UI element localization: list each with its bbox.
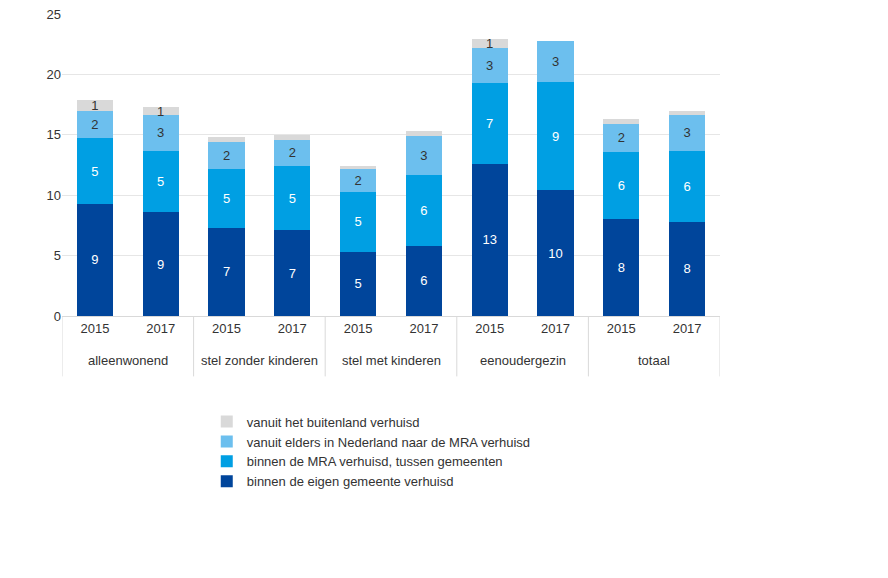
svg-text:6: 6 <box>420 203 427 218</box>
svg-text:5: 5 <box>157 174 164 189</box>
svg-text:totaal: totaal <box>638 353 670 368</box>
svg-text:9: 9 <box>91 252 98 267</box>
svg-text:6: 6 <box>420 273 427 288</box>
svg-text:3: 3 <box>486 58 493 73</box>
svg-text:3: 3 <box>683 125 690 140</box>
svg-text:8: 8 <box>618 260 625 275</box>
svg-text:10: 10 <box>47 188 61 203</box>
svg-text:0: 0 <box>54 309 61 324</box>
svg-text:2017: 2017 <box>146 321 175 336</box>
svg-text:20: 20 <box>47 67 61 82</box>
svg-text:2015: 2015 <box>475 321 504 336</box>
svg-text:5: 5 <box>91 164 98 179</box>
svg-text:5: 5 <box>354 214 361 229</box>
svg-text:2017: 2017 <box>278 321 307 336</box>
svg-text:vanuit elders in Nederland naa: vanuit elders in Nederland naar de MRA v… <box>247 435 530 450</box>
svg-text:binnen de MRA verhuisd, tussen: binnen de MRA verhuisd, tussen gemeenten <box>247 454 503 469</box>
svg-text:stel zonder kinderen: stel zonder kinderen <box>201 353 318 368</box>
svg-text:1: 1 <box>486 36 493 51</box>
svg-text:7: 7 <box>486 116 493 131</box>
svg-text:7: 7 <box>289 266 296 281</box>
svg-text:2015: 2015 <box>607 321 636 336</box>
svg-text:1: 1 <box>91 98 98 113</box>
svg-text:alleenwonend: alleenwonend <box>88 353 168 368</box>
svg-text:2015: 2015 <box>80 321 109 336</box>
svg-text:2: 2 <box>223 148 230 163</box>
svg-text:2: 2 <box>91 117 98 132</box>
svg-text:2: 2 <box>618 130 625 145</box>
svg-text:3: 3 <box>420 148 427 163</box>
svg-text:8: 8 <box>683 261 690 276</box>
svg-text:vanuit het buitenland verhuisd: vanuit het buitenland verhuisd <box>247 415 420 430</box>
svg-text:5: 5 <box>223 191 230 206</box>
svg-text:binnen de eigen gemeente verhu: binnen de eigen gemeente verhuisd <box>247 474 454 489</box>
svg-text:15: 15 <box>47 127 61 142</box>
svg-text:3: 3 <box>157 125 164 140</box>
svg-text:2015: 2015 <box>212 321 241 336</box>
svg-text:2: 2 <box>354 173 361 188</box>
svg-text:5: 5 <box>54 248 61 263</box>
svg-text:5: 5 <box>289 191 296 206</box>
svg-text:eenoudergezin: eenoudergezin <box>480 353 566 368</box>
svg-text:5: 5 <box>354 276 361 291</box>
svg-text:2017: 2017 <box>541 321 570 336</box>
svg-text:2017: 2017 <box>673 321 702 336</box>
svg-text:6: 6 <box>618 178 625 193</box>
svg-text:7: 7 <box>223 264 230 279</box>
svg-text:3: 3 <box>552 54 559 69</box>
svg-text:13: 13 <box>482 232 496 247</box>
svg-text:9: 9 <box>157 257 164 272</box>
svg-text:2017: 2017 <box>409 321 438 336</box>
svg-text:2: 2 <box>289 145 296 160</box>
svg-text:2015: 2015 <box>344 321 373 336</box>
svg-text:25: 25 <box>47 7 61 22</box>
svg-text:stel met kinderen: stel met kinderen <box>342 353 441 368</box>
svg-text:9: 9 <box>552 129 559 144</box>
svg-text:6: 6 <box>683 179 690 194</box>
svg-text:1: 1 <box>157 104 164 119</box>
svg-text:10: 10 <box>548 246 562 261</box>
